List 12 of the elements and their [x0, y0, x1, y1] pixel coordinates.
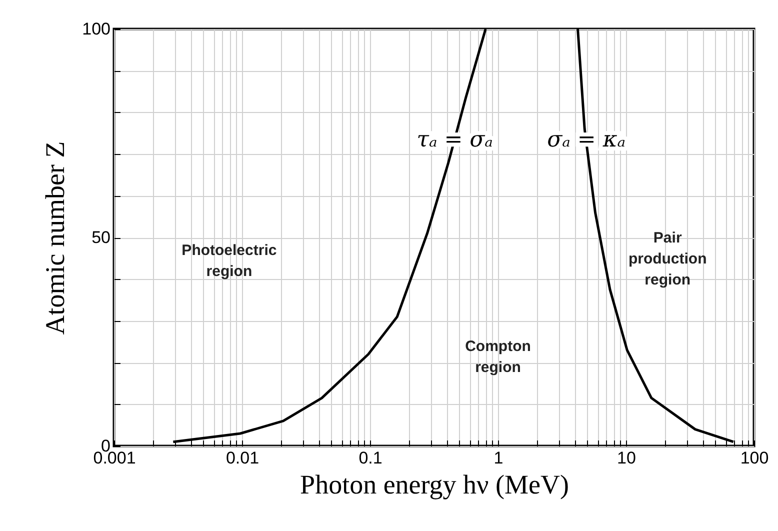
y-axis-title: Atomic number Z: [40, 141, 70, 335]
x-tick-label: 10: [617, 448, 636, 468]
y-tick-label: 100: [82, 20, 110, 38]
x-tick-label: 0.01: [226, 448, 260, 468]
y-tick-label: 50: [92, 228, 110, 247]
x-tick-label: 1: [494, 448, 504, 468]
x-tick-label: 0.1: [358, 448, 382, 468]
annotation: Compton region: [465, 338, 531, 376]
annotation: Photoelectric region: [182, 242, 277, 280]
x-tick-label: 100: [740, 448, 769, 468]
annotation: Pair production region: [628, 230, 707, 288]
x-axis-title: Photon energy hν (MeV): [300, 470, 569, 500]
